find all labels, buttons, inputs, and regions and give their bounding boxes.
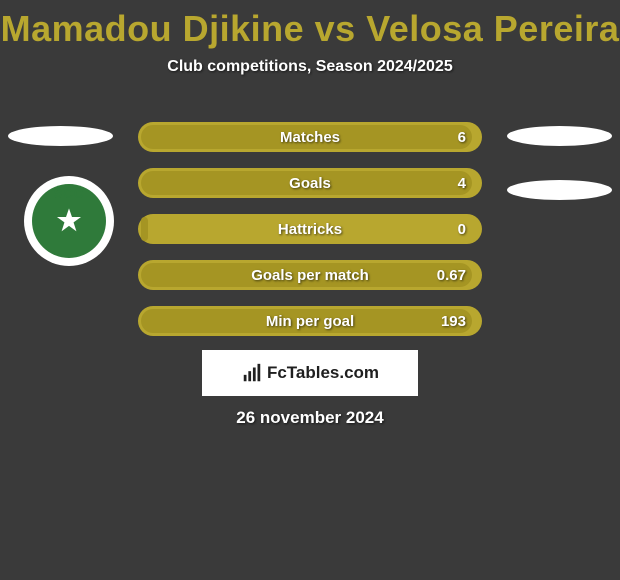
stat-bar: Min per goal193 xyxy=(138,306,482,336)
page-title: Mamadou Djikine vs Velosa Pereira xyxy=(0,0,620,50)
stat-bar-value: 0 xyxy=(458,214,466,244)
player-badge-right-1 xyxy=(507,126,612,146)
branding-text: FcTables.com xyxy=(267,363,379,383)
club-logo: SCC xyxy=(24,176,114,266)
player-badge-left xyxy=(8,126,113,146)
stat-bar-label: Hattricks xyxy=(138,214,482,244)
club-logo-inner: SCC xyxy=(32,184,106,258)
stat-bar-label: Goals per match xyxy=(138,260,482,290)
club-logo-star-icon xyxy=(54,206,84,244)
player-badge-right-2 xyxy=(507,180,612,200)
stat-bar: Goals4 xyxy=(138,168,482,198)
stat-bar-label: Goals xyxy=(138,168,482,198)
stat-bar-value: 0.67 xyxy=(437,260,466,290)
stat-bar-label: Min per goal xyxy=(138,306,482,336)
club-logo-text: SCC xyxy=(32,186,106,201)
branding-box: FcTables.com xyxy=(202,350,418,396)
chart-icon xyxy=(241,362,263,384)
stat-bar-value: 6 xyxy=(458,122,466,152)
stat-bars: Matches6Goals4Hattricks0Goals per match0… xyxy=(138,122,482,352)
stat-bar-value: 4 xyxy=(458,168,466,198)
stat-bar: Matches6 xyxy=(138,122,482,152)
stat-bar-label: Matches xyxy=(138,122,482,152)
stat-bar-value: 193 xyxy=(441,306,466,336)
stat-bar: Hattricks0 xyxy=(138,214,482,244)
date-stamp: 26 november 2024 xyxy=(0,408,620,428)
subtitle: Club competitions, Season 2024/2025 xyxy=(0,58,620,76)
stat-bar: Goals per match0.67 xyxy=(138,260,482,290)
